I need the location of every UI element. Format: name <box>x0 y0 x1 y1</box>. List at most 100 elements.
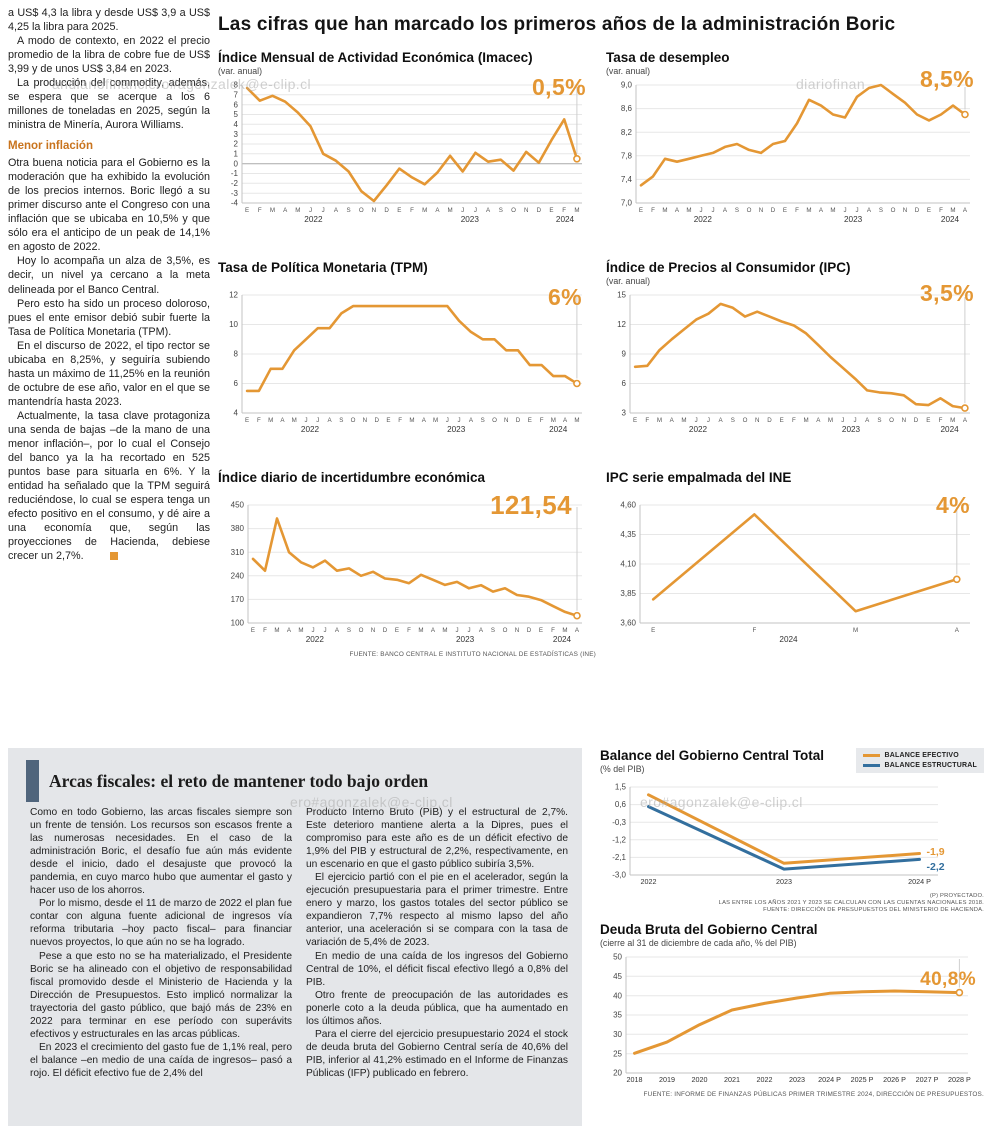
paragraph: Hoy lo acompaña un alza de 3,5%, es deci… <box>8 255 210 296</box>
balance-legend: BALANCE EFECTIVO BALANCE ESTRUCTURAL <box>855 748 984 773</box>
svg-text:4,35: 4,35 <box>620 530 636 539</box>
svg-text:O: O <box>743 417 748 424</box>
svg-text:D: D <box>384 207 389 214</box>
svg-text:-2,1: -2,1 <box>612 853 626 862</box>
svg-text:-0,3: -0,3 <box>612 818 626 827</box>
svg-text:2024: 2024 <box>549 425 568 434</box>
paragraph: Por lo mismo, desde el 11 de marzo de 20… <box>30 898 292 949</box>
svg-text:7,8: 7,8 <box>621 151 633 160</box>
fiscal-col1: Como en todo Gobierno, las arcas fiscale… <box>30 806 292 1080</box>
svg-text:A: A <box>867 207 872 214</box>
svg-text:A: A <box>486 207 491 214</box>
svg-text:2023: 2023 <box>456 635 475 644</box>
svg-text:F: F <box>795 207 799 214</box>
svg-text:J: J <box>695 417 698 424</box>
svg-text:O: O <box>359 627 364 634</box>
svg-text:A: A <box>283 207 288 214</box>
svg-text:F: F <box>551 627 555 634</box>
svg-text:2027 P: 2027 P <box>916 1075 939 1084</box>
svg-text:F: F <box>939 207 943 214</box>
svg-text:M: M <box>298 627 303 634</box>
svg-text:5: 5 <box>234 110 239 119</box>
svg-text:2022: 2022 <box>694 215 713 224</box>
chart-balance-title: Balance del Gobierno Central Total <box>600 748 825 763</box>
svg-text:E: E <box>245 207 249 214</box>
svg-text:8,2: 8,2 <box>621 128 633 137</box>
svg-text:-1,2: -1,2 <box>612 835 626 844</box>
svg-text:9,0: 9,0 <box>621 81 633 90</box>
svg-text:O: O <box>503 627 508 634</box>
article-end-square <box>110 552 118 561</box>
svg-text:S: S <box>347 627 351 634</box>
svg-text:M: M <box>433 417 438 424</box>
svg-text:J: J <box>458 417 461 424</box>
svg-text:D: D <box>915 207 920 214</box>
svg-text:J: J <box>707 417 710 424</box>
svg-text:J: J <box>304 417 307 424</box>
svg-text:E: E <box>395 627 399 634</box>
balance-footnote-3: FUENTE: DIRECCIÓN DE PRESUPUESTOS DEL MI… <box>763 907 984 913</box>
fiscal-title: Arcas fiscales: el reto de mantener todo… <box>49 770 429 791</box>
svg-text:A: A <box>431 627 436 634</box>
svg-text:3,85: 3,85 <box>620 589 636 598</box>
svg-text:M: M <box>562 627 567 634</box>
svg-text:F: F <box>410 207 414 214</box>
svg-text:F: F <box>398 417 402 424</box>
svg-text:D: D <box>914 417 919 424</box>
chart-imacec: Índice Mensual de Actividad Económica (I… <box>218 50 596 229</box>
svg-text:2022: 2022 <box>689 425 708 434</box>
desempleo-latest-value: 8,5% <box>919 66 974 92</box>
svg-text:F: F <box>753 627 757 634</box>
svg-text:M: M <box>292 417 297 424</box>
svg-text:9: 9 <box>622 350 627 359</box>
svg-text:2024: 2024 <box>941 215 960 224</box>
svg-text:2022: 2022 <box>641 877 657 886</box>
chart-balance: Balance del Gobierno Central Total (% de… <box>600 748 984 913</box>
svg-text:25: 25 <box>613 1049 622 1058</box>
svg-text:-1: -1 <box>231 169 239 178</box>
ipc-latest-value: 3,5% <box>919 280 974 306</box>
svg-text:2025 P: 2025 P <box>851 1075 874 1084</box>
svg-text:J: J <box>699 207 702 214</box>
svg-text:M: M <box>574 207 579 214</box>
chart-desempleo: Tasa de desempleo (var. anual) 9,0 8,6 8,2… <box>606 50 984 229</box>
svg-text:F: F <box>651 207 655 214</box>
svg-text:S: S <box>877 417 881 424</box>
svg-text:2023: 2023 <box>776 877 792 886</box>
svg-text:D: D <box>516 417 521 424</box>
svg-text:4: 4 <box>234 120 239 129</box>
svg-text:M: M <box>662 207 667 214</box>
tpm-latest-value: 6% <box>547 284 582 310</box>
paragraph: Actualmente, la tasa clave protagoniza u… <box>8 409 210 563</box>
incertidumbre-plot: 450 380 310 240 170 100 E F M A M J J A S O N D E F M A M J J A S O… <box>218 497 596 649</box>
svg-text:2026 P: 2026 P <box>883 1075 906 1084</box>
svg-text:E: E <box>927 207 931 214</box>
chart-ipc: Índice de Precios al Consumidor (IPC) (v… <box>606 260 984 439</box>
svg-text:E: E <box>539 627 543 634</box>
svg-text:O: O <box>359 207 364 214</box>
svg-text:-3,0: -3,0 <box>612 871 626 880</box>
svg-text:O: O <box>351 417 356 424</box>
svg-text:F: F <box>263 627 267 634</box>
svg-text:F: F <box>257 417 261 424</box>
svg-text:M: M <box>657 417 662 424</box>
svg-text:J: J <box>446 417 449 424</box>
svg-text:O: O <box>889 417 894 424</box>
svg-text:J: J <box>311 627 314 634</box>
svg-text:6: 6 <box>234 379 239 388</box>
svg-text:S: S <box>339 417 343 424</box>
svg-text:M: M <box>268 417 273 424</box>
svg-text:15: 15 <box>617 291 626 300</box>
chart-ipc-ine-subtitle <box>606 486 984 497</box>
svg-text:4,10: 4,10 <box>620 560 636 569</box>
svg-text:F: F <box>645 417 649 424</box>
svg-text:J: J <box>467 627 470 634</box>
svg-text:N: N <box>372 207 376 214</box>
ipc-ine-latest-value: 4% <box>935 492 970 518</box>
chart-ipc-title: Índice de Precios al Consumidor (IPC) <box>606 260 851 275</box>
svg-text:2024 P: 2024 P <box>908 877 931 886</box>
chart-imacec-subtitle: (var. anual) <box>218 66 263 76</box>
chart-deuda-title: Deuda Bruta del Gobierno Central <box>600 922 818 937</box>
svg-text:M: M <box>270 207 275 214</box>
svg-text:2022: 2022 <box>306 635 325 644</box>
